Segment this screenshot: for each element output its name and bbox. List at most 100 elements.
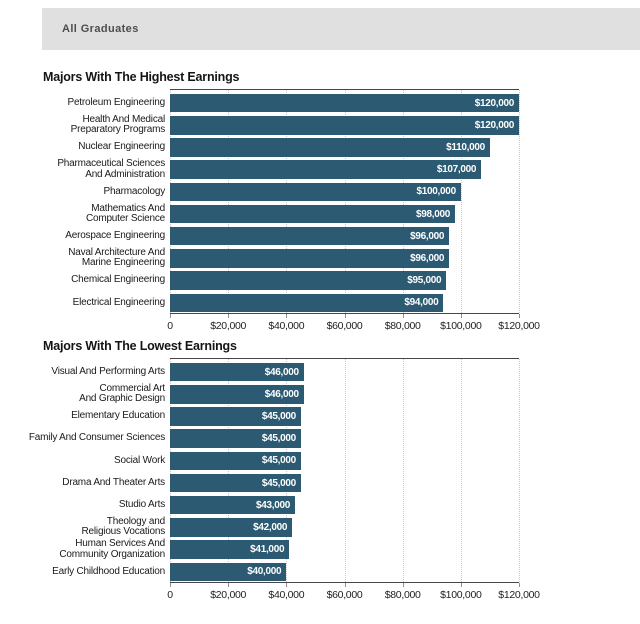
category-label: Visual And Performing Arts [51, 365, 165, 377]
gridline [344, 90, 346, 313]
gridline [286, 90, 288, 313]
bar-value-label: $120,000 [474, 97, 515, 109]
tick-mark [519, 583, 520, 587]
category-label: Pharmaceutical Sciences And Administrati… [57, 158, 165, 180]
bar-value-label: $45,000 [261, 477, 296, 489]
category-label: Family And Consumer Sciences [28, 432, 165, 444]
tick-mark [286, 314, 288, 318]
gridlines [170, 90, 520, 313]
bar-value-label: $120,000 [474, 119, 515, 131]
category-label: Mathematics And Computer Science [85, 202, 165, 225]
gridline [460, 90, 462, 313]
category-label: Electrical Engineering [72, 296, 166, 308]
bar-row: Early Childhood Education $40,000 [52, 561, 519, 583]
tick-label: 0 [167, 320, 173, 332]
bar: $43,000 [170, 495, 296, 515]
bar: $96,000 [170, 249, 450, 268]
bar: $98,000 [170, 204, 456, 224]
tick-label: $120,000 [498, 320, 540, 332]
bar: $94,000 [170, 293, 444, 313]
bar-row: Electrical Engineering $94,000 [73, 292, 519, 314]
tick-mark [228, 314, 230, 318]
tick-mark [519, 314, 520, 318]
bar-value-label: $42,000 [253, 521, 288, 533]
tick-mark [402, 314, 404, 318]
bar-value-label: $46,000 [264, 388, 299, 400]
bar-value-label: $41,000 [250, 544, 285, 556]
bar-rows: Visual And Performing Arts $46,000 Comme… [29, 359, 519, 583]
tick-mark [460, 583, 462, 587]
category-label: Studio Arts [118, 498, 165, 510]
tick-mark [460, 314, 462, 318]
category-label: Early Childhood Education [52, 565, 165, 577]
tick-label: $100,000 [440, 320, 482, 332]
category-label: Drama And Theater Arts [62, 476, 165, 488]
bar-row: Commercial Art And Graphic Design $46,00… [79, 383, 519, 405]
gridline [286, 359, 288, 582]
bar: $45,000 [170, 451, 301, 471]
bar: $46,000 [170, 385, 304, 404]
gridline [170, 359, 171, 582]
bar: $46,000 [170, 362, 304, 382]
category-label: Aerospace Engineering [65, 229, 165, 241]
tick-mark [228, 583, 230, 587]
tab-all-graduates[interactable]: All Graduates [42, 8, 640, 50]
gridlines [170, 359, 520, 582]
gridline [402, 90, 404, 313]
bar-row: Naval Architecture And Marine Engineerin… [68, 247, 519, 269]
category-label: Theology and Religious Vocations [81, 515, 166, 538]
chart-title-lowest-earnings: Majors With The Lowest Earnings [43, 339, 237, 353]
tick-mark [402, 583, 404, 587]
bar-row: Studio Arts $43,000 [119, 494, 519, 516]
tick-label: $20,000 [210, 320, 247, 332]
category-label: Petroleum Engineering [67, 96, 165, 108]
bar-value-label: $45,000 [261, 433, 296, 445]
bar-row: Family And Consumer Sciences $45,000 [29, 428, 519, 450]
bar-row: Pharmaceutical Sciences And Administrati… [57, 158, 519, 181]
category-label: Chemical Engineering [71, 274, 165, 286]
bar-value-label: $45,000 [261, 410, 296, 422]
plot-area-highest-earnings: Petroleum Engineering $120,000 Health An… [57, 89, 520, 314]
bar: $96,000 [170, 226, 450, 246]
bar-value-label: $96,000 [410, 252, 445, 264]
tick-label: $100,000 [440, 589, 482, 601]
bar-value-label: $110,000 [446, 141, 485, 153]
bar: $110,000 [170, 138, 490, 157]
bar-row: Elementary Education $45,000 [71, 405, 519, 427]
bar-row: Nuclear Engineering $110,000 [78, 136, 519, 158]
bar-value-label: $40,000 [247, 566, 282, 578]
bar-row: Mathematics And Computer Science $98,000 [86, 203, 519, 225]
bar-row: Theology and Religious Vocations $42,000 [82, 516, 519, 538]
category-label: Commercial Art And Graphic Design [79, 382, 165, 405]
category-label: Social Work [114, 454, 165, 466]
bar-value-label: $94,000 [404, 297, 439, 309]
gridline [460, 359, 462, 582]
tick-mark [286, 583, 288, 587]
plot-area-lowest-earnings: Visual And Performing Arts $46,000 Comme… [29, 358, 520, 583]
gridline [519, 90, 520, 313]
x-axis-highest-earnings: 0 $20,000 $40,000 $60,000 $80,000 $100,0… [167, 314, 540, 336]
bar: $120,000 [170, 93, 519, 113]
tick-label: $80,000 [384, 320, 421, 332]
category-label: Human Services And Community Organizatio… [59, 538, 165, 560]
bar-value-label: $100,000 [416, 186, 457, 198]
bar-value-label: $95,000 [407, 275, 442, 287]
category-label: Elementary Education [71, 410, 165, 422]
tick-mark [170, 583, 171, 587]
category-label: Health And Medical Preparatory Programs [70, 113, 166, 136]
bar: $120,000 [170, 116, 519, 135]
bar: $45,000 [170, 429, 301, 448]
tick-label: $60,000 [326, 320, 363, 332]
bar: $42,000 [170, 518, 293, 537]
bar: $45,000 [170, 407, 301, 426]
gridline [402, 359, 404, 582]
bar: $45,000 [170, 473, 301, 493]
tick-label: 0 [167, 589, 173, 601]
bar-rows: Petroleum Engineering $120,000 Health An… [57, 90, 519, 314]
bar-row: Health And Medical Preparatory Programs … [71, 114, 519, 136]
tick-label: $20,000 [210, 589, 247, 601]
category-label: Nuclear Engineering [78, 141, 165, 153]
category-label: Naval Architecture And Marine Engineerin… [68, 246, 165, 269]
bar-row: Chemical Engineering $95,000 [71, 270, 519, 292]
